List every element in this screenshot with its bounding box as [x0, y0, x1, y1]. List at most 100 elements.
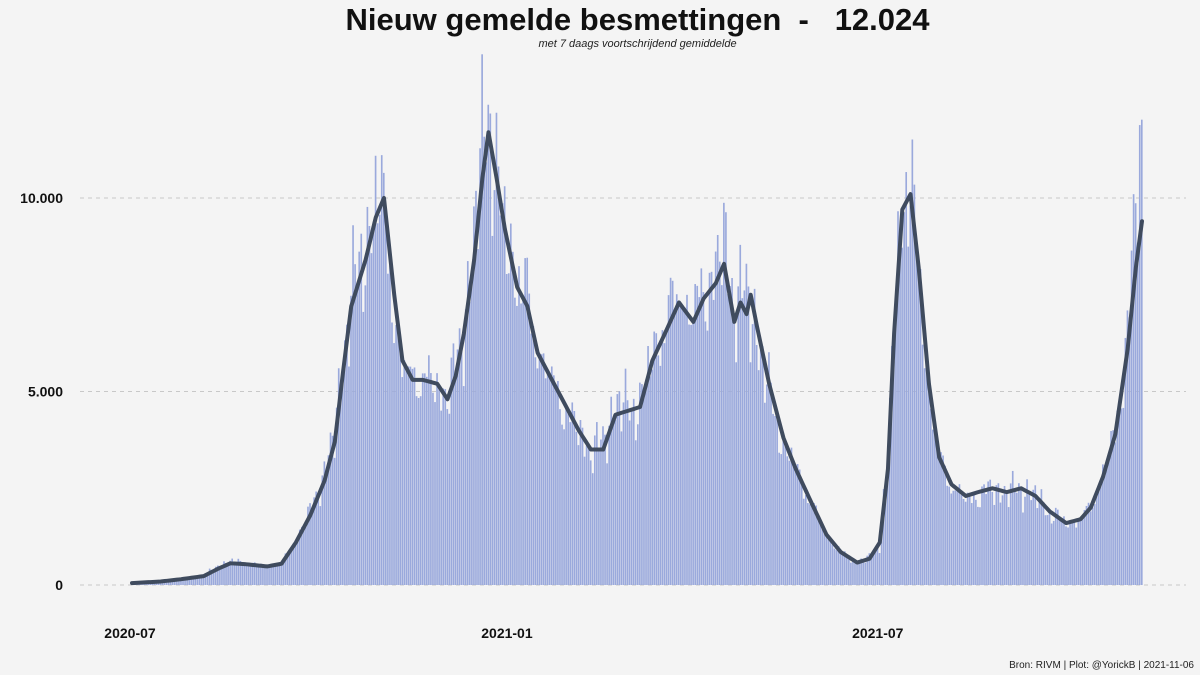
bar-daily-value	[1030, 500, 1032, 585]
bar-daily-value	[737, 286, 740, 585]
bar-daily-value	[1063, 516, 1065, 585]
bar-daily-value	[196, 577, 199, 585]
bar-daily-value	[280, 562, 283, 585]
bar-daily-value	[981, 486, 983, 585]
bar-daily-value	[518, 266, 520, 585]
bar-daily-value	[540, 354, 543, 585]
bar-daily-value	[270, 565, 272, 585]
bar-daily-value	[1079, 520, 1082, 585]
bar-daily-value	[544, 378, 547, 585]
bar-daily-value	[628, 420, 631, 585]
bar-daily-value	[622, 402, 625, 585]
bar-daily-value	[497, 166, 500, 585]
bar-daily-value	[618, 391, 621, 585]
bar-daily-value	[1073, 522, 1076, 585]
bar-daily-value	[444, 389, 447, 585]
bar-daily-value	[725, 212, 727, 586]
bar-daily-value	[616, 394, 619, 585]
bar-daily-value	[567, 409, 569, 585]
bar-daily-value	[893, 361, 895, 585]
bar-daily-value	[991, 491, 994, 585]
bar-daily-value	[688, 324, 690, 585]
bar-daily-value	[301, 526, 303, 585]
bar-daily-value	[778, 452, 781, 585]
bar-daily-value	[985, 494, 987, 585]
bar-daily-value	[823, 529, 826, 585]
bar-daily-value	[677, 304, 680, 585]
bar-daily-value	[505, 274, 508, 585]
bar-daily-value	[862, 560, 865, 585]
bar-daily-value	[483, 136, 485, 586]
bar-daily-value	[770, 382, 772, 585]
bar-daily-value	[606, 463, 608, 585]
bar-daily-value	[227, 563, 229, 585]
bar-daily-value	[809, 504, 811, 585]
bar-daily-value	[589, 460, 592, 585]
bar-daily-value	[417, 397, 420, 585]
chart-title: Nieuw gemelde besmettingen - 12.024	[345, 2, 930, 37]
bar-daily-value	[341, 384, 344, 585]
bar-daily-value	[374, 155, 377, 585]
x-tick-label: 2020-07	[104, 625, 156, 641]
bar-daily-value	[856, 564, 858, 585]
bar-daily-value	[591, 473, 594, 585]
bar-daily-value	[325, 473, 328, 585]
bar-daily-value	[499, 215, 502, 585]
bar-daily-value	[774, 416, 776, 585]
bar-daily-value	[321, 475, 324, 585]
bar-daily-value	[485, 162, 488, 585]
bar-daily-value	[530, 333, 533, 585]
bar-daily-value	[1024, 496, 1026, 585]
bar-daily-value	[794, 471, 797, 585]
bar-daily-value	[333, 457, 336, 585]
bar-daily-value	[292, 543, 295, 585]
bar-daily-value	[403, 360, 406, 585]
bar-daily-value	[366, 206, 369, 585]
bar-daily-value	[962, 498, 965, 585]
bar-daily-value	[385, 225, 387, 585]
bar-daily-value	[1007, 507, 1010, 585]
bar-daily-value	[1104, 464, 1106, 585]
bar-daily-value	[970, 503, 973, 585]
bar-daily-value	[950, 493, 953, 585]
bar-daily-value	[1106, 464, 1108, 585]
bar-daily-value	[850, 562, 852, 585]
bar-daily-value	[921, 344, 924, 585]
bar-daily-value	[655, 333, 658, 585]
source-caption: Bron: RIVM | Plot: @YorickB | 2021-11-06	[1009, 660, 1194, 671]
bar-daily-value	[520, 303, 522, 585]
bar-daily-value	[288, 552, 291, 585]
bar-daily-value	[249, 566, 252, 585]
bar-daily-value	[555, 385, 557, 585]
y-tick-label: 0	[55, 577, 63, 593]
bar-daily-value	[1001, 495, 1004, 585]
bar-daily-value	[559, 409, 561, 585]
bar-daily-value	[942, 455, 944, 585]
bar-daily-value	[739, 244, 742, 586]
bar-daily-value	[257, 565, 260, 585]
bar-daily-value	[798, 469, 801, 585]
bar-daily-value	[954, 490, 957, 585]
bar-daily-value	[362, 311, 365, 585]
bar-daily-value	[811, 502, 813, 585]
bar-daily-value	[598, 447, 600, 585]
bar-daily-value	[727, 293, 729, 585]
bar-daily-value	[684, 307, 686, 585]
bar-daily-value	[827, 539, 830, 585]
bar-daily-value	[694, 284, 697, 585]
bar-daily-value	[938, 457, 940, 585]
bar-daily-value	[178, 579, 180, 585]
bar-daily-value	[194, 575, 197, 585]
bar-daily-value	[946, 485, 948, 585]
bar-daily-value	[841, 553, 844, 585]
bar-daily-value	[225, 562, 227, 585]
bar-daily-value	[469, 301, 471, 585]
bar-daily-value	[903, 212, 905, 585]
bar-daily-value	[393, 343, 395, 585]
bar-daily-value	[1120, 408, 1123, 585]
bar-daily-value	[475, 190, 477, 585]
bar-daily-value	[997, 483, 1000, 585]
bar-daily-value	[585, 445, 588, 585]
bar-daily-value	[565, 405, 567, 585]
bar-daily-value	[284, 553, 287, 585]
